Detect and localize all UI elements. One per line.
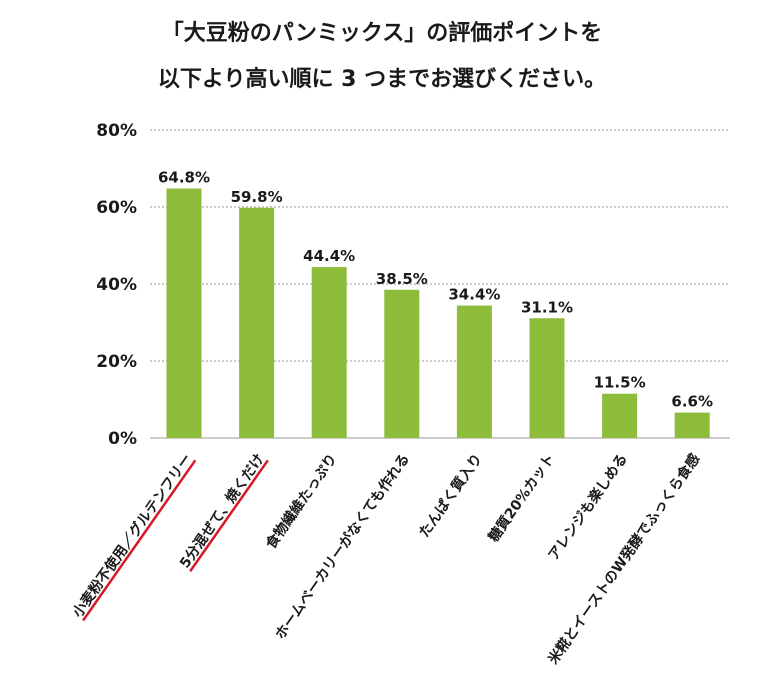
chart-title: 「大豆粉のパンミックス」の評価ポイントを <box>162 20 602 46</box>
y-tick-label: 80% <box>96 121 137 141</box>
x-tick-label: アレンジも楽しめる <box>545 451 631 564</box>
bar <box>311 267 347 438</box>
bars <box>166 188 710 438</box>
grid-lines <box>150 129 730 439</box>
y-tick-label: 40% <box>96 275 137 295</box>
x-tick-label: 食物繊維たっぷり <box>262 451 340 552</box>
x-tick-label: 小麦粉不使用／グルテンフリー <box>69 451 195 621</box>
y-tick-label: 60% <box>96 198 137 218</box>
y-tick-label: 20% <box>96 352 137 372</box>
x-axis-labels: 小麦粉不使用／グルテンフリー5分混ぜて、焼くだけ食物繊維たっぷりホームベーカリー… <box>69 451 703 668</box>
data-label: 11.5% <box>594 374 646 392</box>
data-label: 64.8% <box>158 169 210 187</box>
chart-subtitle: 以下より高い順に 3 つまでお選びください。 <box>158 66 606 92</box>
bar <box>384 289 420 438</box>
bar <box>166 188 202 438</box>
x-tick-label: ホームベーカリーがなくても作れる <box>272 451 414 643</box>
data-label: 38.5% <box>376 270 428 288</box>
bar <box>456 305 492 438</box>
bar <box>239 207 275 438</box>
x-tick-label: 糖質20%カット <box>485 451 558 546</box>
x-tick-label: 米糀とイーストのW発酵でふっくら食感 <box>545 451 704 668</box>
bar <box>674 412 710 438</box>
y-tick-label: 0% <box>108 429 137 449</box>
x-tick-label: たんぱく質入り <box>416 451 486 541</box>
data-labels: 64.8% 59.8% 44.4% 38.5% 34.4% 31.1% 11.5% 6.6% <box>158 169 713 411</box>
y-axis-ticks: 0% 20% 40% 60% 80% <box>96 121 137 449</box>
highlight-underline <box>189 459 269 572</box>
bar <box>529 318 565 438</box>
data-label: 59.8% <box>231 188 283 206</box>
highlight-underline <box>82 459 197 622</box>
data-label: 31.1% <box>521 298 573 316</box>
bar <box>602 393 638 438</box>
data-label: 34.4% <box>448 286 500 304</box>
data-label: 6.6% <box>671 393 713 411</box>
highlight-underlines <box>82 459 269 622</box>
data-label: 44.4% <box>303 247 355 265</box>
